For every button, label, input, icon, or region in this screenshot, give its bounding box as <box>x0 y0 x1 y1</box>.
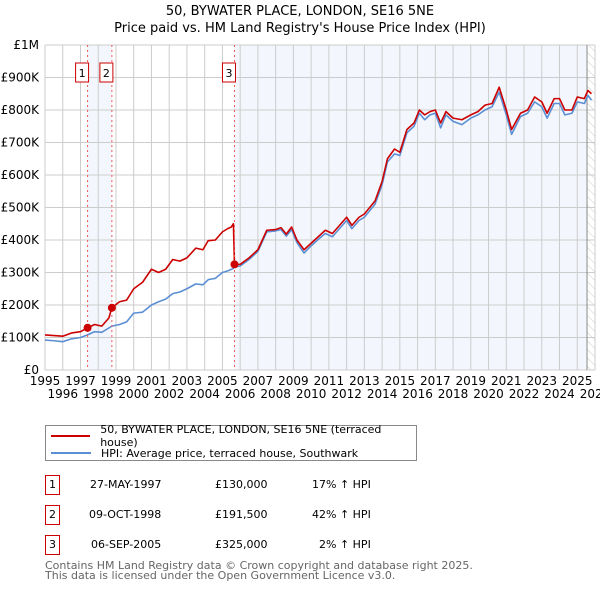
hpi-change: 17% ↑ HPI <box>312 478 371 491</box>
x-tick-label: 2020 <box>473 387 504 401</box>
subtitle: Price paid vs. HM Land Registry's House … <box>114 21 486 36</box>
x-tick-label: 1998 <box>83 387 114 401</box>
x-tick-label: 2008 <box>260 387 291 401</box>
x-tick-label: 2012 <box>331 387 362 401</box>
sale-badge-label: 1 <box>79 67 86 80</box>
sale-point <box>83 323 92 332</box>
x-tick-label: 2001 <box>136 374 167 388</box>
x-tick-label: 1997 <box>65 374 96 388</box>
y-tick-label: £800K <box>1 103 41 117</box>
x-tick-label: 2006 <box>225 387 256 401</box>
x-tick-label: 2017 <box>420 374 451 388</box>
y-tick-label: £300K <box>1 266 41 280</box>
x-tick-label: 2022 <box>509 387 540 401</box>
x-tick-label: 2025 <box>562 374 593 388</box>
y-tick-label: £500K <box>1 201 41 215</box>
sale-badge-label: 2 <box>103 67 110 80</box>
sale-badge <box>99 62 114 83</box>
legend-item-property: 50, BYWATER PLACE, LONDON, SE16 5NE (ter… <box>51 423 416 449</box>
footer-licence: This data is licensed under the Open Gov… <box>45 569 396 582</box>
x-tick-label: 1996 <box>47 387 78 401</box>
marker-badge: 2 <box>45 505 60 525</box>
x-tick-label: 2007 <box>243 374 274 388</box>
x-tick-label: 2010 <box>296 387 327 401</box>
x-tick-label: 2013 <box>349 374 380 388</box>
sale-badge-label: 3 <box>225 67 232 80</box>
x-tick-label: 2002 <box>154 387 185 401</box>
sale-badge <box>221 62 236 83</box>
legend-swatch <box>51 452 91 454</box>
sale-point <box>230 260 239 269</box>
price: £325,000 <box>215 538 268 551</box>
chart: 1 2 31995199619971998199920002001200220032… <box>1 38 600 401</box>
price: £130,000 <box>215 478 268 491</box>
x-tick-label: 2005 <box>207 374 238 388</box>
transaction-row: 3 06-SEP-2005 £325,000 2% ↑ HPI <box>45 535 445 555</box>
date: 06-SEP-2005 <box>91 538 162 551</box>
title: 50, BYWATER PLACE, LONDON, SE16 5NE <box>165 4 435 19</box>
x-tick-label: 1995 <box>30 374 61 388</box>
y-tick-label: £0 <box>24 363 39 377</box>
legend-swatch <box>51 435 91 437</box>
transaction-row: 2 09-OCT-1998 £191,500 42% ↑ HPI <box>45 505 445 525</box>
legend: 50, BYWATER PLACE, LONDON, SE16 5NE (ter… <box>45 423 417 461</box>
sale-point <box>107 303 116 312</box>
x-tick-label: 2018 <box>438 387 469 401</box>
marker-badge: 3 <box>45 535 60 555</box>
sale-badge <box>75 62 90 83</box>
x-tick-label: 2023 <box>527 374 558 388</box>
x-tick-label: 2019 <box>456 374 487 388</box>
x-tick-label: 2014 <box>367 387 398 401</box>
x-tick-label: 2021 <box>491 374 522 388</box>
x-tick-label: 2003 <box>172 374 203 388</box>
y-tick-label: £100K <box>1 331 41 345</box>
footer-copyright: Contains HM Land Registry data © Crown c… <box>45 559 473 572</box>
date: 27-MAY-1997 <box>90 478 162 491</box>
y-tick-label: £1M <box>13 38 39 52</box>
x-tick-label: 2024 <box>544 387 575 401</box>
series-line <box>44 86 592 338</box>
x-tick-label: 2026 <box>580 387 600 401</box>
marker-badge: 1 <box>45 475 60 495</box>
x-tick-label: 2000 <box>118 387 149 401</box>
transaction-row: 1 27-MAY-1997 £130,000 17% ↑ HPI <box>45 475 445 495</box>
y-tick-label: £200K <box>1 298 41 312</box>
footer: Contains HM Land Registry data © Crown c… <box>45 559 473 582</box>
y-tick-label: £400K <box>1 233 41 247</box>
hpi-change: 2% ↑ HPI <box>319 538 371 551</box>
legend-label: 50, BYWATER PLACE, LONDON, SE16 5NE (ter… <box>100 423 382 449</box>
hpi-change: 42% ↑ HPI <box>312 508 371 521</box>
x-tick-label: 1999 <box>101 374 132 388</box>
x-tick-label: 2011 <box>314 374 345 388</box>
y-tick-label: £600K <box>1 168 41 182</box>
x-tick-label: 2016 <box>402 387 433 401</box>
x-tick-label: 2009 <box>278 374 309 388</box>
x-tick-label: 2004 <box>189 387 220 401</box>
date: 09-OCT-1998 <box>89 508 162 521</box>
x-tick-label: 2015 <box>385 374 416 388</box>
series-line <box>44 91 593 343</box>
legend-item-hpi: HPI: Average price, terraced house, Sout… <box>51 446 358 460</box>
price: £191,500 <box>215 508 268 521</box>
chart-title: 50, BYWATER PLACE, LONDON, SE16 5NE Pric… <box>0 3 600 37</box>
y-tick-label: £700K <box>1 136 41 150</box>
legend-label: HPI: Average price, terraced house, Sout… <box>101 446 359 460</box>
y-tick-label: £900K <box>1 71 41 85</box>
